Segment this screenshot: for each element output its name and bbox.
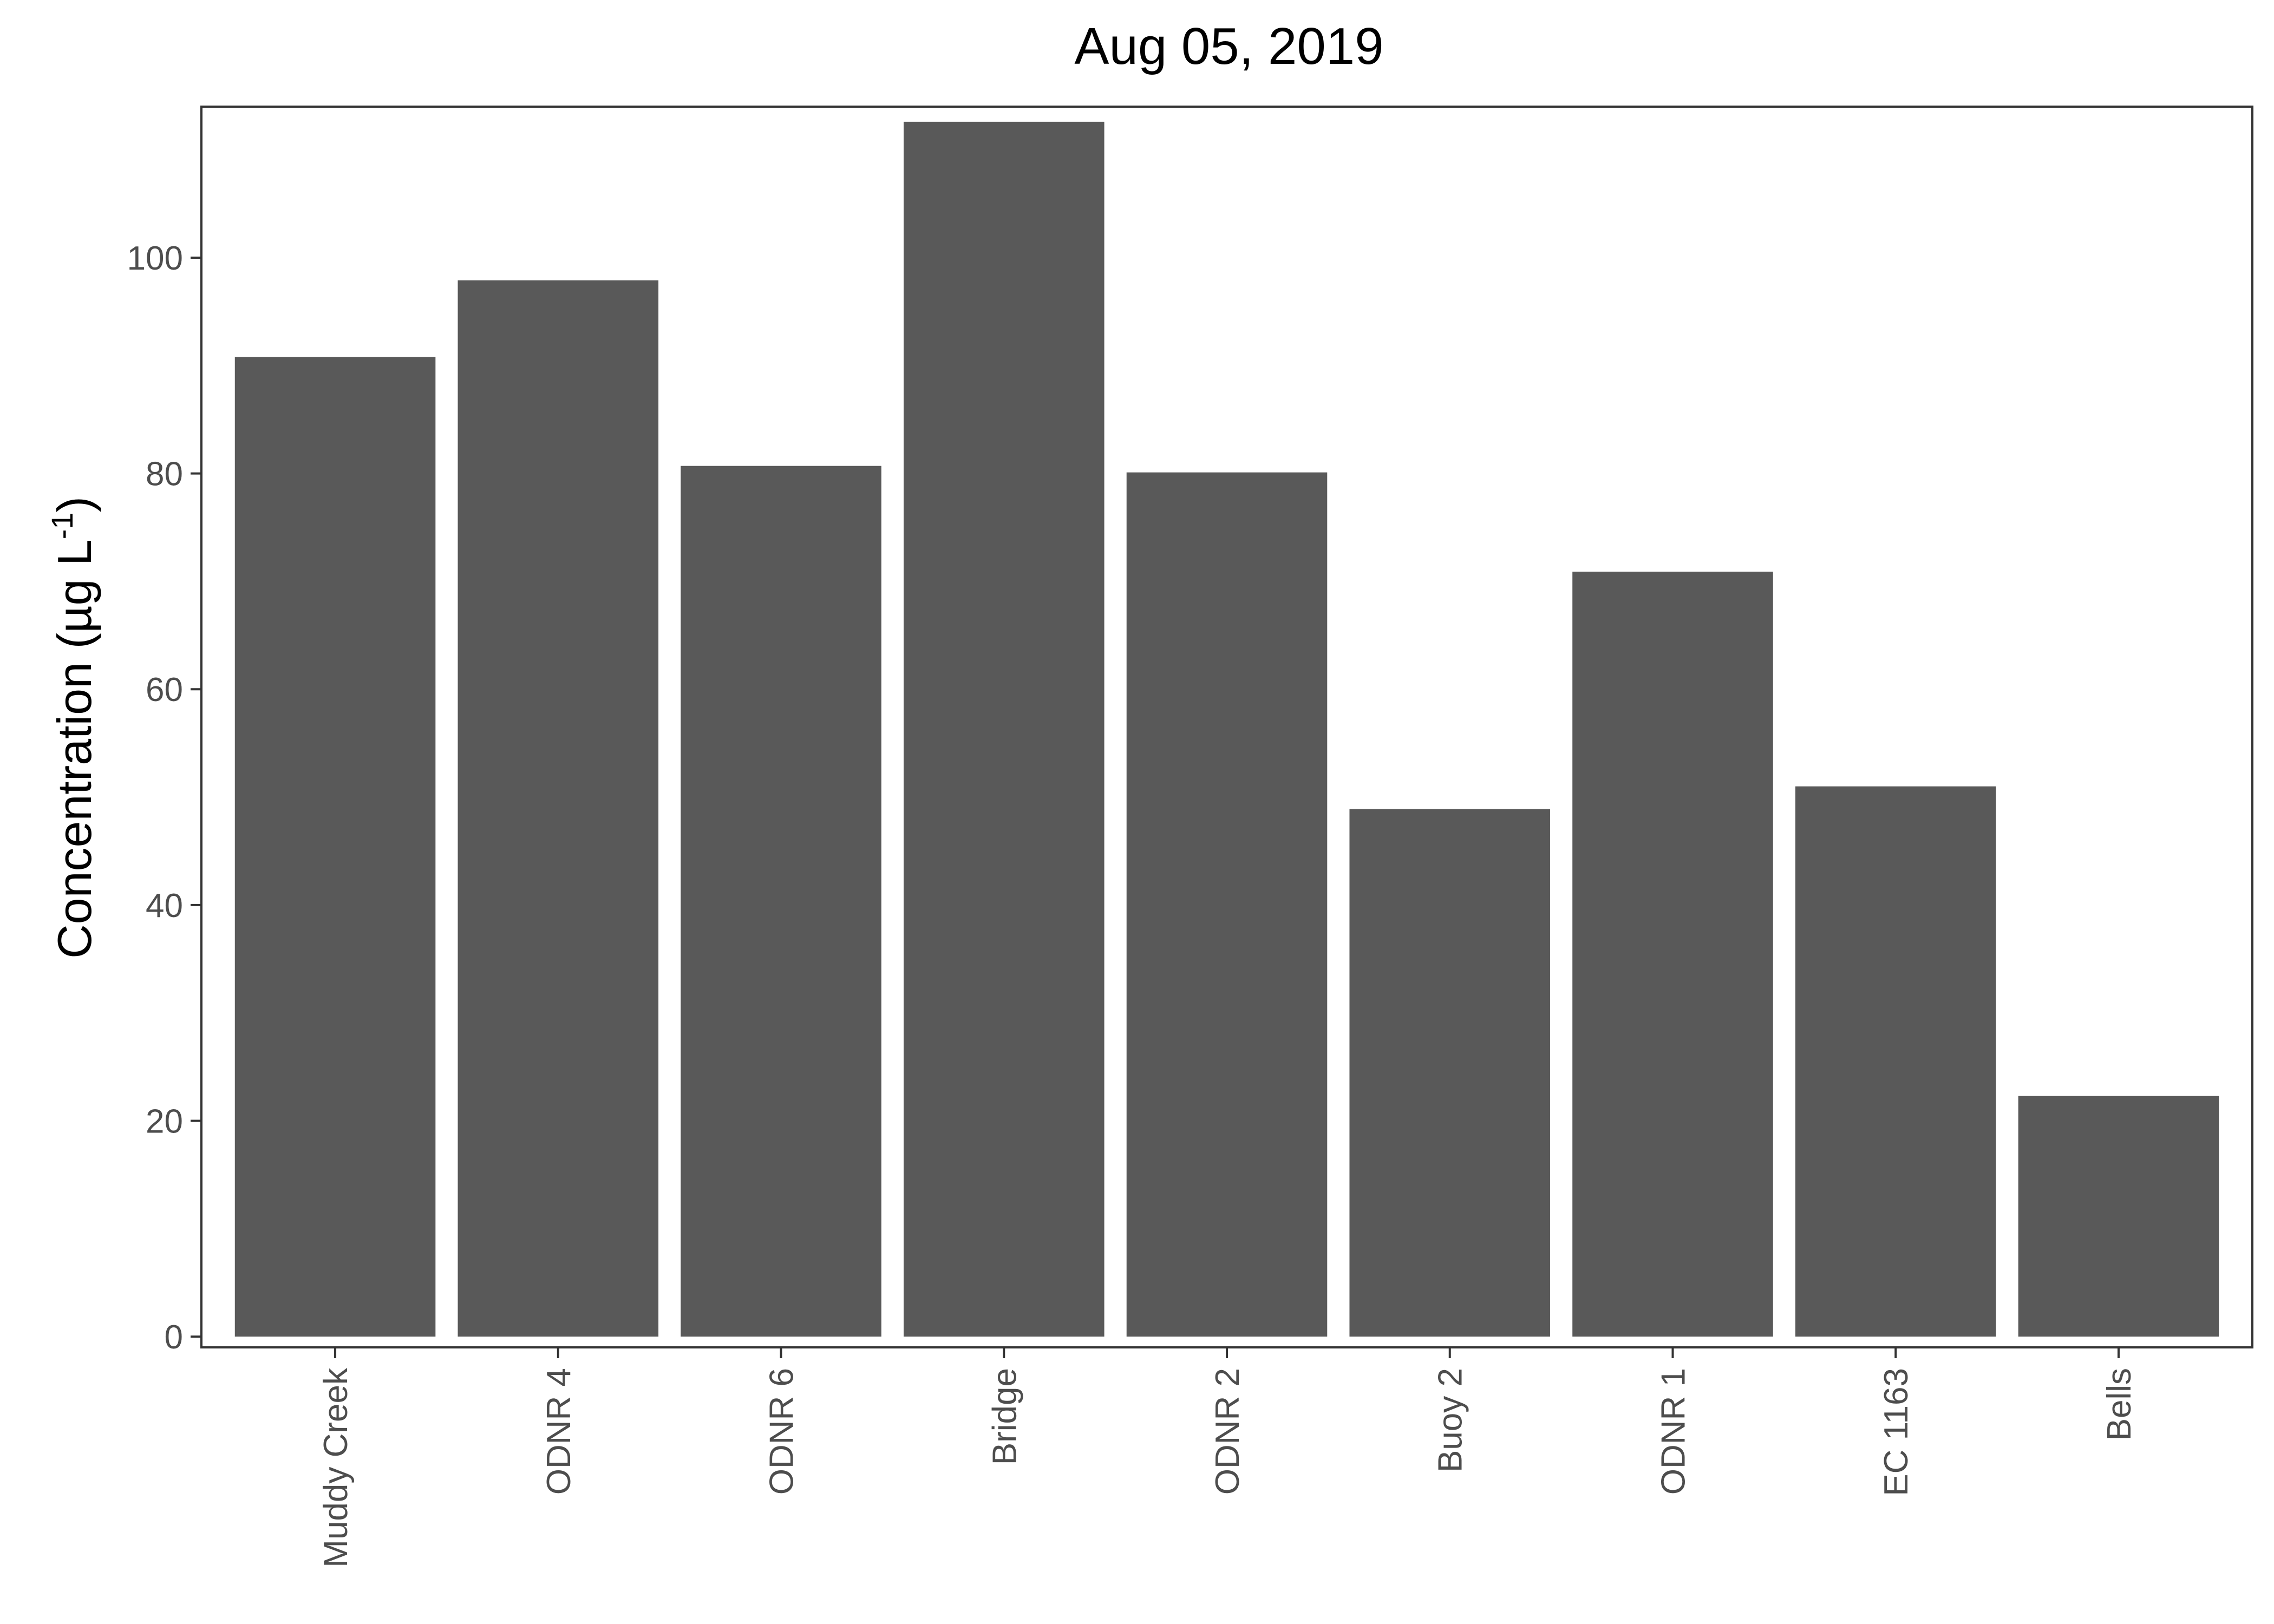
bar-odnr-2 [1126,472,1328,1337]
x-tick-label-odnr-6: ODNR 6 [763,1368,801,1495]
y-tick-label-40: 40 [146,887,183,925]
bar-odnr-6 [681,466,881,1337]
bar-ec-1163 [1795,786,1996,1337]
y-tick-label-20: 20 [146,1103,183,1140]
bars-group [234,121,2219,1337]
x-axis: Muddy Creek ODNR 4 ODNR 6 Bridge ODNR 2 Buoy … [317,1347,2138,1568]
x-tick-label-odnr-2: ODNR 2 [1209,1368,1246,1495]
x-tick-label-buoy-2: Buoy 2 [1432,1368,1469,1472]
bar-bridge [903,121,1105,1337]
y-tick-label-0: 0 [165,1319,183,1356]
x-tick-label-muddy-creek: Muddy Creek [317,1367,355,1568]
y-axis: 0 20 40 60 80 100 [127,240,201,1356]
bar-muddy-creek [234,357,436,1337]
chart-title: Aug 05, 2019 [1074,17,1383,75]
bar-odnr-1 [1572,572,1773,1337]
y-axis-label-superscript: -1 [45,512,79,539]
y-axis-label-suffix: ) [48,496,101,512]
x-tick-label-bridge: Bridge [986,1368,1023,1465]
y-axis-label: Concentration (µg L-1) [45,496,101,959]
y-axis-label-main: Concentration (µg L [48,539,101,959]
bar-bells [2018,1096,2219,1337]
y-tick-label-60: 60 [146,671,183,709]
bar-odnr-4 [458,280,659,1337]
x-tick-label-ec-1163: EC 1163 [1878,1368,1915,1496]
y-tick-label-100: 100 [127,240,183,277]
x-tick-label-bells: Bells [2101,1368,2138,1440]
y-tick-label-80: 80 [146,456,183,493]
x-tick-label-odnr-4: ODNR 4 [540,1368,578,1495]
x-tick-label-odnr-1: ODNR 1 [1655,1368,1692,1495]
bar-buoy-2 [1349,809,1551,1337]
